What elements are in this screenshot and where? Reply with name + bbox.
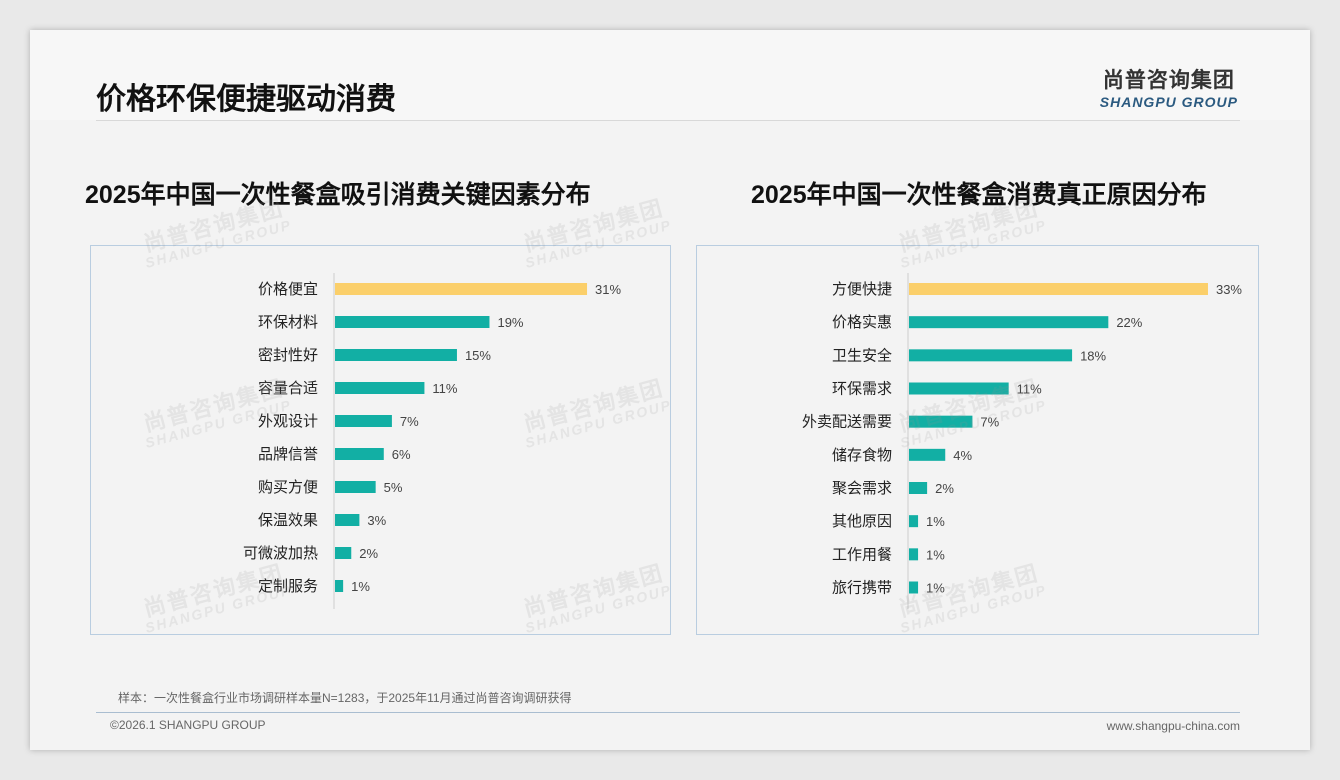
chart-panel-right: 方便快捷 33% 价格实惠 22% 卫生安全 18% 环保需求 11% 外卖配送需要 7% 储存食物…	[696, 245, 1259, 635]
bar	[909, 415, 973, 428]
copyright: ©2026.1 SHANGPU GROUP	[110, 718, 266, 732]
category-label: 环保材料	[258, 314, 318, 331]
footer-divider	[96, 712, 1240, 713]
bar	[335, 349, 457, 361]
data-label: 11%	[1017, 382, 1042, 397]
bar	[909, 448, 946, 461]
category-label: 密封性好	[258, 347, 318, 364]
data-label: 22%	[1116, 315, 1142, 330]
category-label: 价格便宜	[258, 281, 318, 298]
category-label: 定制服务	[258, 578, 318, 595]
bar	[335, 514, 360, 526]
category-label: 储存食物	[832, 447, 892, 464]
data-label: 4%	[953, 448, 972, 463]
bar	[335, 580, 344, 592]
category-label: 品牌信誉	[258, 446, 318, 463]
data-label: 33%	[1216, 282, 1242, 297]
data-label: 5%	[384, 480, 403, 495]
logo: 尚普咨询集团 SHANGPU GROUP	[1100, 64, 1238, 110]
logo-cn: 尚普咨询集团	[1102, 69, 1235, 92]
page-title: 价格环保便捷驱动消费	[96, 83, 396, 116]
category-label: 保温效果	[258, 512, 318, 529]
bar-chart: 方便快捷 33% 价格实惠 22% 卫生安全 18% 环保需求 11% 外卖配送需要 7% 储存食物…	[802, 273, 1242, 609]
data-label: 15%	[465, 348, 491, 363]
data-label: 2%	[935, 481, 954, 496]
bar	[335, 481, 376, 493]
sample-note: 样本：一次性餐盒行业市场调研样本量N=1283，于2025年11月通过尚普咨询调…	[118, 691, 572, 705]
logo-en: SHANGPU GROUP	[1099, 94, 1238, 110]
category-label: 聚会需求	[832, 480, 892, 497]
data-label: 31%	[595, 282, 621, 297]
bar	[909, 581, 919, 594]
bar	[335, 415, 392, 427]
data-label: 11%	[432, 381, 457, 396]
category-label: 价格实惠	[832, 314, 892, 331]
category-label: 卫生安全	[832, 346, 892, 364]
category-label: 工作用餐	[832, 546, 892, 563]
slide: 价格环保便捷驱动消费 尚普咨询集团 SHANGPU GROUP 2025年中国一…	[30, 30, 1310, 750]
bar	[335, 448, 384, 460]
category-label: 方便快捷	[832, 281, 892, 298]
category-label: 购买方便	[258, 479, 318, 496]
data-label: 1%	[351, 579, 370, 594]
bar	[909, 316, 1109, 329]
category-label: 环保需求	[832, 381, 892, 398]
data-label: 6%	[392, 447, 411, 462]
category-label: 外卖配送需要	[802, 414, 892, 431]
category-label: 容量合适	[258, 380, 318, 397]
category-label: 其他原因	[832, 513, 892, 530]
bar	[909, 283, 1208, 295]
data-label: 7%	[400, 414, 419, 429]
bar	[335, 547, 352, 559]
data-label: 19%	[497, 315, 523, 330]
bar	[335, 382, 425, 394]
website-url: www.shangpu-china.com	[1106, 719, 1240, 733]
data-label: 1%	[926, 581, 945, 596]
bar	[909, 548, 919, 561]
bar-chart: 价格便宜 31% 环保材料 19% 密封性好 15% 容量合适 11% 外观设计 7% 品牌信誉 6%…	[243, 273, 621, 609]
data-label: 1%	[926, 547, 945, 562]
bar	[335, 316, 490, 328]
bar	[335, 283, 588, 295]
data-label: 18%	[1080, 348, 1106, 363]
category-label: 旅行携带	[832, 580, 892, 597]
bar	[909, 349, 1073, 362]
chart-title-right: 2025年中国一次性餐盒消费真正原因分布	[751, 181, 1207, 209]
data-label: 2%	[359, 546, 378, 561]
category-label: 可微波加热	[243, 545, 318, 562]
header-divider	[96, 120, 1240, 121]
data-label: 3%	[367, 513, 386, 528]
data-label: 7%	[980, 415, 999, 430]
chart-title-left: 2025年中国一次性餐盒吸引消费关键因素分布	[85, 181, 591, 209]
category-label: 外观设计	[258, 413, 318, 430]
bar	[909, 482, 928, 494]
data-label: 1%	[926, 514, 945, 529]
bar	[909, 515, 919, 528]
bar	[909, 382, 1009, 395]
header: 价格环保便捷驱动消费 尚普咨询集团 SHANGPU GROUP	[30, 30, 1310, 120]
chart-panel-left: 价格便宜 31% 环保材料 19% 密封性好 15% 容量合适 11% 外观设计 7% 品牌信誉 6%…	[90, 245, 671, 635]
